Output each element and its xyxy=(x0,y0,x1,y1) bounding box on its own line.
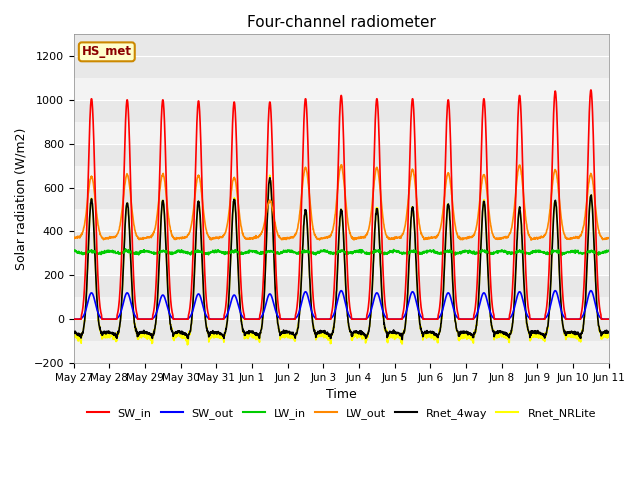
Legend: SW_in, SW_out, LW_in, LW_out, Rnet_4way, Rnet_NRLite: SW_in, SW_out, LW_in, LW_out, Rnet_4way,… xyxy=(82,404,600,423)
Bar xyxy=(74,166,609,188)
Bar xyxy=(74,341,609,363)
Bar xyxy=(74,297,609,319)
X-axis label: Time: Time xyxy=(326,388,356,401)
Bar xyxy=(74,78,609,100)
Y-axis label: Solar radiation (W/m2): Solar radiation (W/m2) xyxy=(15,127,28,270)
Bar xyxy=(74,209,609,231)
Text: HS_met: HS_met xyxy=(82,45,132,59)
Bar xyxy=(74,253,609,275)
Bar xyxy=(74,122,609,144)
Title: Four-channel radiometer: Four-channel radiometer xyxy=(247,15,436,30)
